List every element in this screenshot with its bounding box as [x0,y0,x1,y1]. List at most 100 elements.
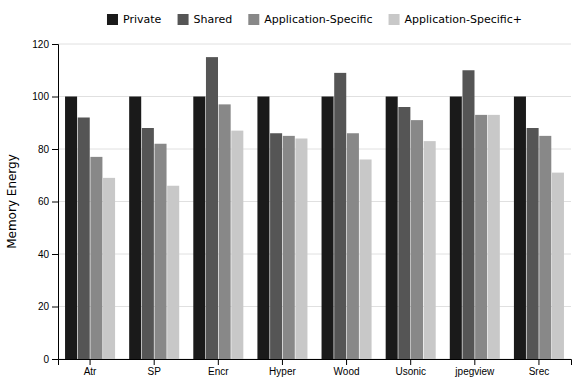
y-axis-line [52,45,59,360]
bar [103,178,115,359]
legend-label: Application-Specific+ [405,13,522,26]
bar [167,186,179,359]
bar [219,104,231,359]
bar [386,97,398,360]
y-tick-label: 80 [38,144,50,155]
series [103,115,564,359]
x-tick: Srec [529,359,550,377]
y-tick-mark [52,44,58,45]
plot: Atr SP Encr Hyper Wood Usonic jpegview Srec 0 20 4… [32,39,571,377]
bar [129,97,141,360]
legend-swatch [178,14,189,25]
legend-swatch [107,14,118,25]
y-tick-mark [52,307,58,308]
x-tick: Hyper [269,359,296,377]
legend-label: Application-Specific [264,13,372,26]
bar [334,73,346,359]
y-tick: 20 [38,301,58,312]
grid-line [58,44,571,45]
y-tick-mark [52,359,58,360]
y-tick-label: 40 [38,249,50,260]
x-axis: Atr SP Encr Hyper Wood Usonic jpegview Srec [59,359,572,377]
y-tick-label: 0 [43,354,49,365]
bar [257,97,269,360]
x-tick: Usonic [395,359,426,377]
x-tick-mark [218,359,219,365]
x-tick: Atr [84,359,97,377]
bar [539,136,551,359]
x-tick: jpegview [454,359,495,377]
y-tick-label: 100 [32,91,49,102]
x-axis-line [59,360,572,366]
bar [347,133,359,359]
bar [65,97,77,360]
x-tick-label: SP [148,366,162,377]
bar [552,173,564,359]
x-tick: SP [148,359,162,377]
bar [488,115,500,359]
y-axis: 0 20 40 60 80 100 120 [32,39,58,365]
bar [450,97,462,360]
bar [90,157,102,359]
bar [78,118,90,360]
bar [475,115,487,359]
legend-item: Private [107,13,162,26]
x-tick-label: Wood [334,366,360,377]
y-tick-mark [52,149,58,150]
bar [398,107,410,359]
chart: Atr SP Encr Hyper Wood Usonic jpegview Srec 0 20 4… [0,0,587,391]
bar [231,131,243,359]
bar [283,136,295,359]
series [78,57,539,359]
legend-label: Shared [194,13,233,26]
bar [193,97,205,360]
x-tick-label: Srec [529,366,550,377]
legend-label: Private [123,13,162,26]
series [90,104,551,359]
x-tick-mark [282,359,283,365]
y-tick: 120 [32,39,58,50]
y-tick-label: 20 [38,301,50,312]
bar [206,57,218,359]
bar [360,160,372,360]
bar [424,141,436,359]
y-tick-label: 120 [32,39,49,50]
grid [58,44,571,359]
bar [411,120,423,359]
x-tick-label: Encr [208,366,229,377]
bar [527,128,539,359]
x-tick-label: Atr [84,366,97,377]
legend-item: Application-Specific+ [389,13,522,26]
y-tick-label: 60 [38,196,50,207]
x-tick-mark [474,359,475,365]
y-tick: 100 [32,91,58,102]
bar [295,139,307,360]
legend-swatch [389,14,400,25]
y-tick: 40 [38,249,58,260]
x-tick-mark [410,359,411,365]
legend-item: Shared [178,13,233,26]
y-axis-title: Memory Energy [5,154,19,249]
x-tick-mark [538,359,539,365]
bar [155,144,167,359]
y-tick: 0 [43,354,58,365]
bar [514,97,526,360]
x-tick-mark [346,359,347,365]
x-tick-label: jpegview [454,366,495,377]
y-tick: 80 [38,144,58,155]
series [65,97,526,360]
y-tick: 60 [38,196,58,207]
y-tick-mark [52,254,58,255]
y-tick-mark [52,97,58,98]
x-tick: Encr [208,359,229,377]
x-tick-mark [154,359,155,365]
x-tick-mark [90,359,91,365]
legend-item: Application-Specific [248,13,372,26]
y-tick-mark [52,202,58,203]
legend: Private Shared Application-Specific Applica… [107,13,522,26]
x-tick: Wood [334,359,360,377]
bar [322,97,334,360]
legend-swatch [248,14,259,25]
bar [142,128,154,359]
x-tick-label: Hyper [269,366,296,377]
